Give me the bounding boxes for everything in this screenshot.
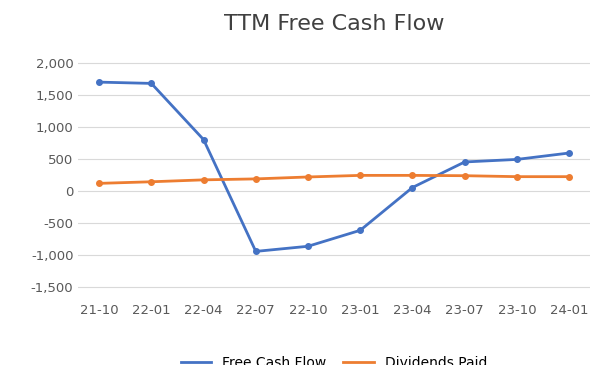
Free Cash Flow bbox=[356, 228, 364, 233]
Free Cash Flow bbox=[252, 249, 259, 254]
Dividends Paid bbox=[409, 173, 416, 177]
Dividends Paid bbox=[514, 174, 521, 179]
Dividends Paid bbox=[96, 181, 103, 185]
Dividends Paid bbox=[252, 177, 259, 181]
Free Cash Flow bbox=[409, 185, 416, 190]
Legend: Free Cash Flow, Dividends Paid: Free Cash Flow, Dividends Paid bbox=[176, 352, 492, 365]
Dividends Paid bbox=[200, 178, 207, 182]
Free Cash Flow bbox=[461, 160, 468, 164]
Dividends Paid bbox=[305, 175, 312, 179]
Free Cash Flow bbox=[96, 80, 103, 84]
Dividends Paid bbox=[565, 174, 573, 179]
Dividends Paid bbox=[147, 180, 155, 184]
Free Cash Flow bbox=[200, 138, 207, 142]
Line: Free Cash Flow: Free Cash Flow bbox=[96, 79, 572, 254]
Free Cash Flow bbox=[514, 157, 521, 162]
Title: TTM Free Cash Flow: TTM Free Cash Flow bbox=[224, 14, 444, 34]
Dividends Paid bbox=[356, 173, 364, 177]
Free Cash Flow bbox=[305, 244, 312, 249]
Free Cash Flow bbox=[147, 81, 155, 86]
Line: Dividends Paid: Dividends Paid bbox=[96, 173, 572, 186]
Free Cash Flow bbox=[565, 151, 573, 155]
Dividends Paid bbox=[461, 173, 468, 178]
